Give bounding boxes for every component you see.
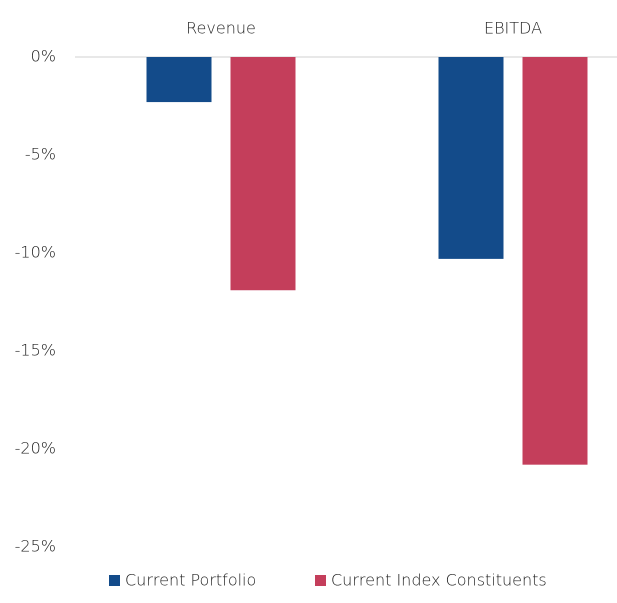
x-tick-label: Revenue [186, 19, 256, 38]
bar [146, 57, 212, 103]
y-tick-label: -25% [15, 537, 56, 556]
y-tick-label: -10% [15, 243, 56, 262]
legend-label: Current Portfolio [125, 571, 256, 590]
y-tick-label: -5% [25, 145, 56, 164]
bar [230, 57, 296, 291]
bar [522, 57, 588, 465]
y-tick-label: -15% [15, 341, 56, 360]
legend-swatch [109, 575, 120, 586]
bar [438, 57, 504, 259]
legend-label: Current Index Constituents [331, 571, 547, 590]
y-tick-label: -20% [15, 439, 56, 458]
y-tick-label: 0% [31, 47, 56, 66]
legend-swatch [315, 575, 326, 586]
x-tick-label: EBITDA [484, 19, 542, 38]
